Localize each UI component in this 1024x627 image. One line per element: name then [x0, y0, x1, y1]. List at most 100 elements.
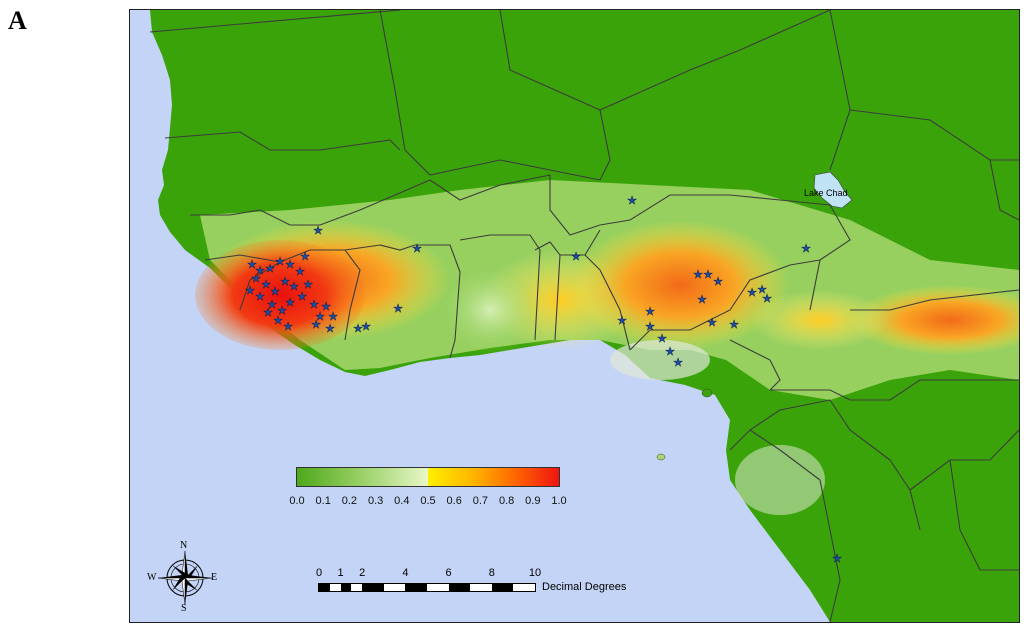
compass-east: E — [211, 572, 218, 583]
hot-core-sierra-leone — [195, 240, 365, 350]
svg-text:★: ★ — [245, 284, 255, 297]
svg-text:★: ★ — [315, 310, 325, 323]
legend-color-bar — [296, 467, 560, 487]
svg-text:★: ★ — [393, 302, 403, 315]
scale-segment — [340, 583, 352, 591]
svg-text:★: ★ — [283, 320, 293, 333]
pale-zone-ghana — [440, 265, 540, 355]
legend-tick-label: 0.4 — [394, 495, 410, 507]
scale-bar-unit: Decimal Degrees — [542, 581, 627, 593]
svg-text:★: ★ — [697, 293, 707, 306]
scale-segment — [491, 583, 514, 591]
scale-tick-label: 1 — [337, 567, 344, 579]
sao-tome-island — [656, 453, 666, 461]
central-africa-pale-zone — [735, 445, 825, 515]
legend-tick-label: 0.7 — [472, 495, 489, 507]
warm-zone-nigeria — [570, 220, 790, 350]
svg-text:★: ★ — [361, 320, 371, 333]
compass-south: S — [181, 603, 187, 614]
svg-text:★: ★ — [255, 290, 265, 303]
svg-text:★: ★ — [285, 296, 295, 309]
svg-text:★: ★ — [757, 283, 767, 296]
svg-text:★: ★ — [275, 255, 285, 268]
svg-text:★: ★ — [311, 318, 321, 331]
svg-text:★: ★ — [571, 250, 581, 263]
compass-icon — [157, 550, 213, 606]
lake-chad — [813, 171, 853, 209]
svg-text:★: ★ — [328, 310, 338, 323]
scale-bar-ticks: 0 1 2 4 6 8 10 — [315, 567, 548, 580]
scale-segment — [426, 583, 449, 591]
legend-ticks: 0.0 0.1 0.2 0.3 0.4 0.5 0.6 0.7 0.8 0.9 1.0 — [289, 495, 576, 511]
compass-rose: N S E W — [147, 540, 220, 614]
svg-text:★: ★ — [412, 242, 422, 255]
svg-text:★: ★ — [801, 242, 811, 255]
svg-text:★: ★ — [713, 275, 723, 288]
svg-text:★: ★ — [665, 345, 675, 358]
legend-tick-label: 0.0 — [289, 495, 305, 507]
legend-tick-label: 1.0 — [551, 495, 567, 507]
compass-north: N — [180, 540, 188, 551]
legend-tick-label: 0.1 — [315, 495, 331, 507]
svg-text:★: ★ — [353, 322, 363, 335]
svg-text:★: ★ — [617, 314, 627, 327]
svg-text:★: ★ — [289, 280, 299, 293]
probability-legend: 0.0 0.1 0.2 0.3 0.4 0.5 0.6 0.7 0.8 0.9 1.0 — [289, 467, 576, 511]
scale-tick-label: 10 — [528, 567, 542, 579]
svg-text:★: ★ — [703, 268, 713, 281]
scale-segment — [383, 583, 406, 591]
legend-tick-label: 0.8 — [498, 495, 515, 507]
scale-segment — [513, 583, 535, 591]
scale-segment — [470, 583, 492, 591]
svg-text:★: ★ — [645, 305, 655, 318]
svg-text:★: ★ — [267, 298, 277, 311]
scale-bar-segments — [318, 582, 536, 592]
svg-text:★: ★ — [261, 278, 271, 291]
svg-text:★: ★ — [297, 290, 307, 303]
svg-text:★: ★ — [645, 320, 655, 333]
svg-text:★: ★ — [265, 262, 275, 275]
legend-tick-label: 0.9 — [525, 495, 541, 507]
svg-text:★: ★ — [300, 250, 310, 263]
svg-text:★: ★ — [273, 314, 283, 327]
scale-segment — [319, 583, 330, 591]
scale-segment — [448, 583, 471, 591]
svg-text:★: ★ — [270, 285, 280, 298]
occurrence-markers: ★ ★ ★ ★ ★ ★★ ★★ ★★★ ★ ★★ ★★ ★★ ★★ ★★★★ ★★★ ★ … — [245, 194, 843, 566]
svg-text:★: ★ — [280, 275, 290, 288]
warm-zone-east — [850, 285, 1019, 355]
map-frame[interactable]: ★ ★ ★ ★ ★ ★ ★ ★ ★ ★ ★ ★ ★ ★ ★ ★ ★ ★ ★ ★ ★ ★ ★ ★ ★ ★ ★ ★ ★ … — [129, 9, 1020, 623]
svg-text:★: ★ — [627, 194, 637, 207]
legend-tick-label: 0.5 — [420, 495, 436, 507]
svg-text:★: ★ — [303, 278, 313, 291]
scale-segment — [405, 583, 427, 591]
scale-segment — [329, 583, 341, 591]
coastal-pale-zone — [610, 340, 710, 380]
warm-zone-cameroon — [750, 290, 890, 350]
svg-text:★: ★ — [251, 272, 261, 285]
svg-text:★: ★ — [693, 268, 703, 281]
bioko-island — [701, 388, 713, 398]
legend-tick-label: 0.2 — [341, 495, 358, 507]
scale-segment — [362, 583, 384, 591]
svg-text:★: ★ — [321, 300, 331, 313]
svg-text:★: ★ — [657, 332, 667, 345]
svg-text:★: ★ — [325, 322, 335, 335]
svg-text:★: ★ — [263, 306, 273, 319]
svg-text:★: ★ — [295, 265, 305, 278]
scale-tick-label: 4 — [402, 567, 409, 579]
svg-text:★: ★ — [832, 552, 842, 565]
svg-text:★: ★ — [707, 316, 717, 329]
svg-text:★: ★ — [747, 286, 757, 299]
svg-text:★: ★ — [277, 304, 287, 317]
svg-text:★: ★ — [309, 298, 319, 311]
compass-west: W — [147, 572, 157, 583]
svg-text:★: ★ — [255, 264, 265, 277]
legend-tick-label: 0.6 — [446, 495, 462, 507]
svg-text:★: ★ — [673, 356, 683, 369]
scale-tick-label: 2 — [359, 567, 366, 579]
map-canvas[interactable]: ★ ★ ★ ★ ★ ★★ ★★ ★★★ ★ ★★ ★★ ★★ ★★ ★★★★ ★★★ ★ … — [130, 10, 1019, 622]
lake-chad-label: Lake Chad — [804, 188, 848, 198]
scale-tick-label: 0 — [315, 567, 323, 579]
scale-bar: 0 1 2 4 6 8 10 Decimal Degrees — [315, 567, 627, 593]
